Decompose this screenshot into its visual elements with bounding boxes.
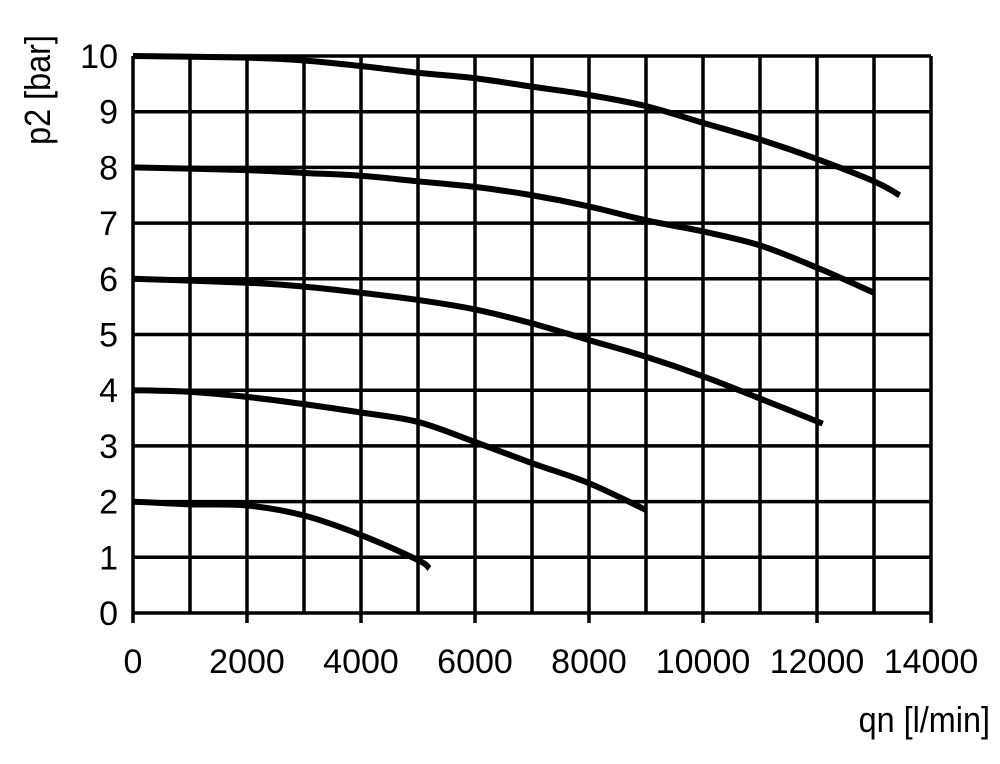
- x-tick-label: 0: [124, 643, 143, 681]
- x-tick-label: 4000: [323, 643, 399, 681]
- series-line-5: [132, 498, 432, 571]
- series-line-4: [132, 387, 648, 513]
- y-tick-label: 3: [99, 428, 118, 466]
- series-line-2: [132, 164, 876, 296]
- grid: [131, 54, 933, 623]
- y-tick-labels: 0 1 2 3 4 5 6 7 8 9 10: [80, 38, 118, 633]
- y-tick-label: 1: [99, 539, 118, 577]
- y-tick-label: 5: [99, 317, 118, 355]
- x-tick-label: 6000: [437, 643, 513, 681]
- series-group: [132, 53, 902, 571]
- x-tick-labels: 0 2000 4000 6000 8000 10000 12000 14000: [124, 643, 979, 681]
- y-tick-label: 4: [99, 372, 118, 410]
- y-tick-label: 9: [99, 94, 118, 132]
- y-tick-label: 10: [80, 38, 118, 76]
- y-tick-label: 8: [99, 149, 118, 187]
- x-tick-label: 10000: [656, 643, 751, 681]
- y-tick-label: 7: [99, 205, 118, 243]
- x-tick-label: 8000: [551, 643, 627, 681]
- x-tick-label: 2000: [209, 643, 285, 681]
- x-tick-label: 12000: [770, 643, 865, 681]
- series-line-1: [132, 53, 902, 198]
- y-tick-label: 6: [99, 261, 118, 299]
- series-line-3: [132, 275, 824, 427]
- x-tick-label: 14000: [884, 643, 979, 681]
- x-axis-label: qn [l/min]: [859, 700, 990, 740]
- y-tick-label: 0: [99, 595, 118, 633]
- y-tick-label: 2: [99, 484, 118, 522]
- y-axis-label: p2 [bar]: [18, 35, 58, 145]
